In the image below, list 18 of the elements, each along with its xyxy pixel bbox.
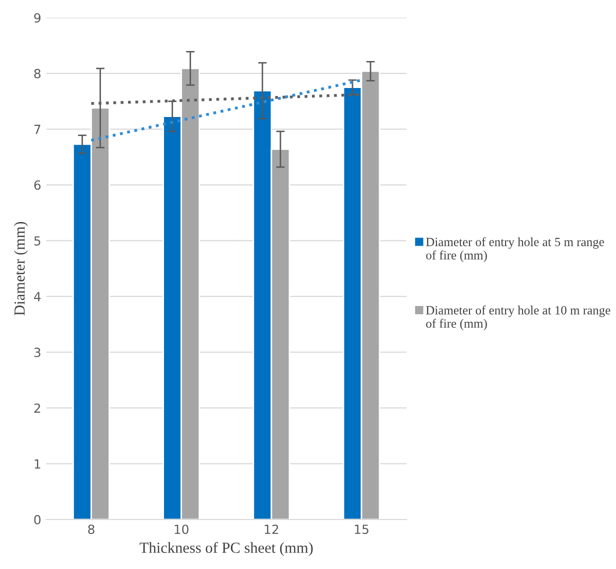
x-tick-label: 8 [88, 524, 94, 534]
x-tick-label: 15 [354, 524, 368, 534]
y-tick-label: 7 [34, 124, 40, 134]
y-tick-label: 1 [34, 459, 40, 468]
y-tick-label: 8 [34, 68, 40, 78]
x-tick-label: 10 [174, 524, 188, 534]
x-axis-title: Thickness of PC sheet (mm) [140, 542, 313, 556]
y-tick-label: 2 [34, 403, 40, 413]
y-tick-label: 6 [34, 180, 41, 190]
y-tick-label: 5 [34, 236, 40, 246]
y-tick-label: 3 [34, 348, 40, 358]
y-tick-label: 0 [34, 514, 41, 524]
legend-label: Diameter of entry hole at 10 m range of fire (mm) [426, 306, 610, 330]
x-tick-label: 12 [264, 524, 278, 534]
legend-label: Diameter of entry hole at 5 m range of fire (mm) [426, 237, 604, 262]
y-tick-label: 4 [34, 292, 41, 302]
y-tick-label: 9 [34, 13, 40, 23]
y-axis-title: Diameter (mm) [14, 222, 28, 316]
